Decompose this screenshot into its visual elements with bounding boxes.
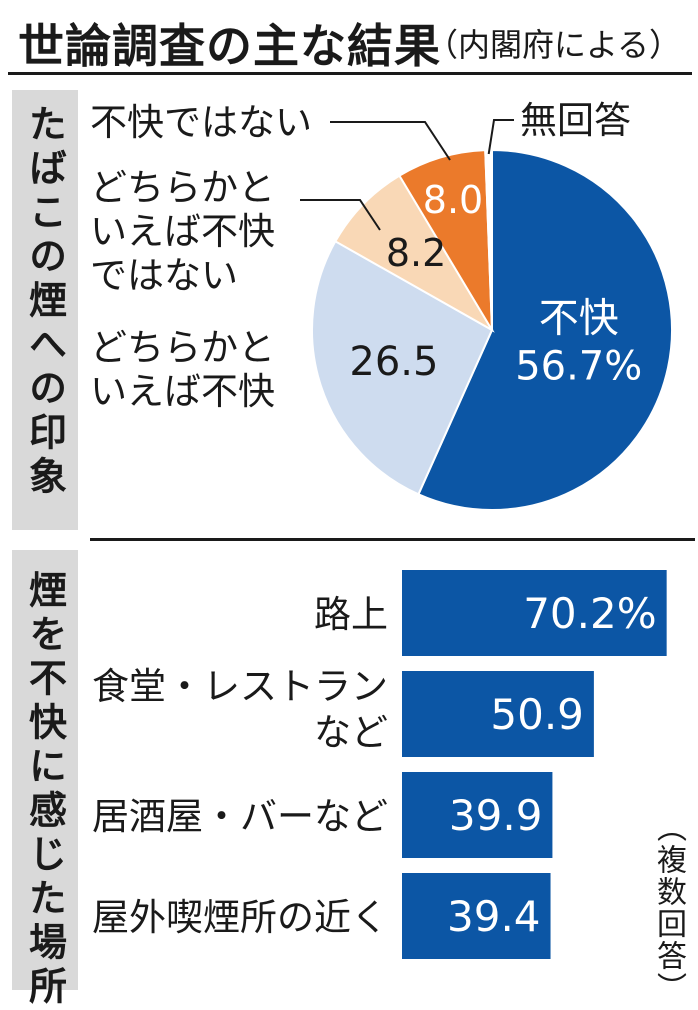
bar-value-2: 39.9: [449, 791, 543, 840]
chart-title: 世論調査の主な結果: [18, 19, 441, 73]
pie-category-docchi-fukai-denai-line-1: いえば不快: [90, 210, 275, 253]
pie-category-docchi-fukai-line-0: どちらかと: [90, 326, 275, 369]
pie-outline: [311, 149, 673, 511]
pie-category-docchi-fukai-denai-line-2: ではない: [90, 254, 238, 297]
pie-value-docchi-fukai: 26.5: [349, 339, 438, 385]
bar-category-1-line-1: など: [314, 711, 388, 754]
bar-category-1-line-0: 食堂・レストラン: [92, 665, 388, 708]
bar-3: [402, 873, 551, 959]
pie-value-fukai: 56.7%: [515, 344, 642, 390]
section-label-impression-text: たばこの煙への印象: [22, 104, 67, 500]
bar-value-0: 70.2%: [523, 589, 656, 638]
pie-value-docchi-fukai-denai: 8.2: [386, 231, 446, 275]
bar-2: [402, 772, 553, 858]
pie-category-docchi-fukai-line-1: いえば不快: [90, 370, 275, 413]
pie-category-fukai-denai-line-0: 不快ではない: [90, 101, 312, 144]
pie-label-fukai: 不快: [539, 296, 619, 342]
section-label-impression: たばこの煙への印象: [12, 90, 78, 530]
bar-category-0-line-0: 路上: [314, 593, 388, 636]
title-bar: 世論調査の主な結果 （内閣府による）: [8, 6, 692, 75]
leader-line-docchi-fukai-denai: [300, 199, 381, 231]
pie-category-mukaitou: 無回答: [520, 99, 631, 142]
bar-1: [402, 671, 594, 757]
section-label-places: 煙を不快に感じた場所: [12, 550, 78, 1010]
multiple-answer-note: （複数回答）: [651, 812, 686, 1004]
section-label-places-text: 煙を不快に感じた場所: [22, 570, 67, 1010]
section-divider: [90, 538, 695, 541]
leader-line-mukaitou: [487, 119, 514, 155]
bar-value-3: 39.4: [447, 892, 541, 941]
chart-subtitle: （内閣府による）: [426, 26, 682, 64]
leader-line-fukai-denai: [330, 121, 451, 161]
bar-category-3-line-0: 屋外喫煙所の近く: [92, 896, 388, 939]
pie-value-fukai-denai: 8.0: [423, 178, 483, 222]
bar-category-2-line-0: 居酒屋・バーなど: [92, 795, 388, 838]
bar-0: [402, 570, 667, 656]
bar-value-1: 50.9: [490, 690, 584, 739]
pie-category-docchi-fukai-denai-line-0: どちらかと: [90, 166, 275, 209]
